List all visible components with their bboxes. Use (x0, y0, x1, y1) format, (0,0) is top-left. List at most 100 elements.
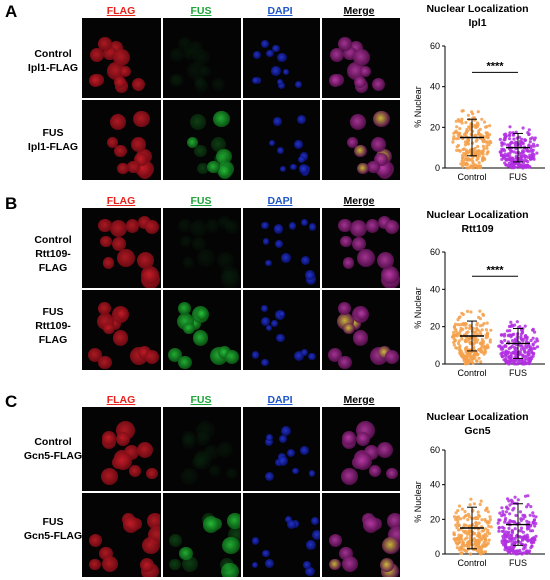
cell-blob (140, 265, 160, 284)
y-tick-label: 20 (430, 122, 440, 132)
cell-blob (287, 448, 296, 457)
cell-blob (357, 163, 369, 175)
data-point (504, 535, 508, 539)
micrograph-tile-merge (322, 100, 400, 180)
data-point (486, 521, 490, 525)
data-point (456, 536, 460, 540)
data-point (489, 328, 493, 332)
data-point (465, 166, 469, 170)
row-label-control: Control Rtt109-FLAG (22, 233, 84, 275)
data-point (529, 505, 533, 509)
cell-blob (220, 265, 240, 284)
cell-blob (308, 223, 317, 232)
data-point (459, 551, 464, 555)
cell-blob (89, 73, 103, 87)
cell-blob (205, 219, 220, 233)
data-point (485, 333, 490, 337)
data-point (503, 520, 507, 524)
data-point (481, 138, 485, 142)
data-point (485, 506, 489, 510)
data-point (464, 161, 468, 165)
cell-blob (194, 75, 207, 88)
data-point (521, 346, 526, 350)
data-point (533, 346, 537, 350)
data-point (473, 356, 477, 360)
data-point (524, 154, 528, 158)
data-point (467, 125, 471, 129)
data-point (485, 321, 489, 325)
panel-letter: C (5, 392, 18, 411)
cell-blob (382, 536, 400, 554)
data-point (453, 338, 457, 342)
x-tick-label: FUS (509, 172, 527, 182)
data-point (496, 521, 500, 525)
data-point (526, 535, 530, 539)
cell-blob (169, 73, 183, 87)
data-point (477, 532, 481, 536)
data-point (461, 165, 465, 169)
cell-blob (112, 330, 129, 346)
cell-blob (279, 434, 288, 443)
data-point (453, 539, 458, 543)
data-point (459, 326, 463, 330)
cell-blob (340, 235, 353, 248)
data-point (535, 143, 539, 147)
data-point (532, 155, 536, 159)
cell-blob (273, 117, 283, 127)
data-point (502, 358, 506, 362)
data-point (463, 537, 467, 541)
cell-blob (130, 136, 147, 153)
data-point (460, 162, 465, 166)
data-point (478, 164, 483, 168)
data-point (467, 512, 471, 516)
data-point (519, 344, 523, 348)
merge-header: Merge (343, 394, 375, 406)
data-point (508, 125, 512, 129)
data-point (503, 513, 507, 517)
cell-blob (194, 78, 209, 93)
data-point (464, 339, 469, 343)
micrograph-tile-fus (162, 100, 240, 180)
data-point (477, 545, 481, 549)
data-point (482, 157, 486, 161)
data-point (489, 525, 493, 529)
cell-blob (310, 516, 320, 526)
fus-header: FUS (190, 195, 212, 207)
cell-blob (189, 220, 207, 238)
data-point (508, 549, 512, 553)
data-point (463, 143, 468, 147)
data-point (487, 133, 492, 137)
data-point (503, 338, 507, 342)
data-point (466, 129, 470, 133)
cell-blob (356, 308, 369, 320)
data-point (527, 352, 531, 356)
cell-blob (346, 137, 358, 149)
cell-blob (265, 433, 274, 442)
data-point (514, 165, 518, 169)
cell-blob (169, 559, 181, 571)
data-point (451, 140, 455, 144)
row-divider (82, 491, 399, 493)
data-point (454, 511, 458, 515)
data-point (523, 360, 527, 364)
data-point (523, 534, 527, 538)
data-point (488, 515, 492, 519)
data-point (463, 361, 468, 365)
micrograph-tile-merge (322, 407, 400, 491)
panel-c: C FLAG FUS DAPI Merge Control Gcn5-FLAG … (0, 390, 550, 580)
data-point (477, 161, 481, 165)
cell-blob (282, 68, 289, 75)
data-point (454, 346, 458, 350)
fus-header: FUS (190, 5, 212, 17)
data-point (456, 133, 460, 138)
data-point (474, 545, 478, 549)
data-point (512, 506, 516, 510)
data-point (487, 531, 491, 536)
flag-header: FLAG (106, 195, 136, 207)
cell-blob (211, 78, 225, 92)
data-point (527, 520, 531, 524)
cell-blob (260, 304, 268, 312)
data-point (507, 530, 511, 534)
data-point (454, 129, 458, 133)
data-point (526, 149, 530, 153)
